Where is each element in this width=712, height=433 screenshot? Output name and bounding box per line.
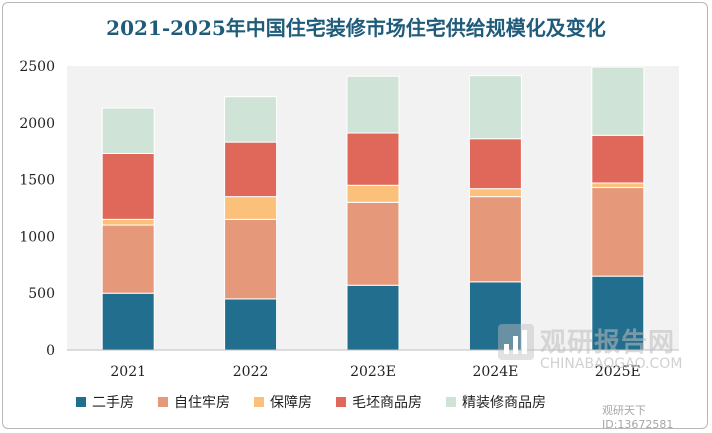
bar-segment <box>224 196 278 220</box>
bar-segment <box>468 138 522 190</box>
bar-segment <box>224 298 278 351</box>
bar-segment <box>591 187 645 277</box>
bar-segment <box>224 141 278 198</box>
legend-swatch <box>446 397 456 407</box>
y-tick-label: 2000 <box>19 116 55 132</box>
bar-segment <box>346 184 400 203</box>
bar-segment <box>591 182 645 189</box>
y-tick-label: 1500 <box>19 173 55 189</box>
bar-segment <box>101 292 155 351</box>
bar-segment <box>591 134 645 184</box>
y-tick-label: 1000 <box>19 229 55 245</box>
bar-segment <box>591 66 645 136</box>
legend-label: 保障房 <box>270 395 312 411</box>
y-tick-label: 0 <box>46 343 55 359</box>
x-tick-label: 2022 <box>233 364 269 380</box>
bar-segment <box>468 75 522 140</box>
legend-item: 精装修商品房 <box>446 392 546 412</box>
bar-segment <box>346 284 400 351</box>
legend-swatch <box>254 397 264 407</box>
y-tick-label: 500 <box>28 286 55 302</box>
bar-segment <box>591 275 645 351</box>
legend-swatch <box>336 397 346 407</box>
bar-segment <box>468 196 522 283</box>
x-tick-label: 2024E <box>472 364 518 380</box>
legend-label: 精装修商品房 <box>462 395 546 411</box>
legend-swatch <box>158 397 168 407</box>
bar-segment <box>224 218 278 300</box>
legend-item: 二手房 <box>76 392 134 412</box>
bar-segment <box>468 281 522 351</box>
legend-label: 毛坯商品房 <box>352 395 422 411</box>
bar-segment <box>224 96 278 143</box>
legend-swatch <box>76 397 86 407</box>
bar-segment <box>468 188 522 198</box>
chart-title: 2021-2025年中国住宅装修市场住宅供给规模化及变化 <box>106 16 606 40</box>
bar-segment <box>101 224 155 294</box>
legend: 二手房 自住牢房 保障房 毛坯商品房 精装修商品房 <box>76 392 546 412</box>
bar-segment <box>346 75 400 134</box>
bar-segment <box>346 132 400 186</box>
bar-segment <box>346 201 400 286</box>
legend-item: 自住牢房 <box>158 392 230 412</box>
bar-segment <box>101 218 155 226</box>
y-axis: 0 500 1000 1500 2000 2500 <box>19 59 55 359</box>
bar-segment <box>101 152 155 220</box>
legend-label: 自住牢房 <box>174 395 230 411</box>
x-axis: 2021 2022 2023E 2024E 2025E <box>67 349 679 380</box>
x-tick-label: 2023E <box>350 364 396 380</box>
x-tick-label: 2025E <box>595 364 641 380</box>
bar-segment <box>101 107 155 154</box>
bars <box>101 66 645 351</box>
legend-label: 二手房 <box>92 395 134 411</box>
y-tick-label: 2500 <box>19 59 55 75</box>
legend-item: 保障房 <box>254 392 312 412</box>
x-tick-label: 2021 <box>110 364 146 380</box>
legend-item: 毛坯商品房 <box>336 392 422 412</box>
